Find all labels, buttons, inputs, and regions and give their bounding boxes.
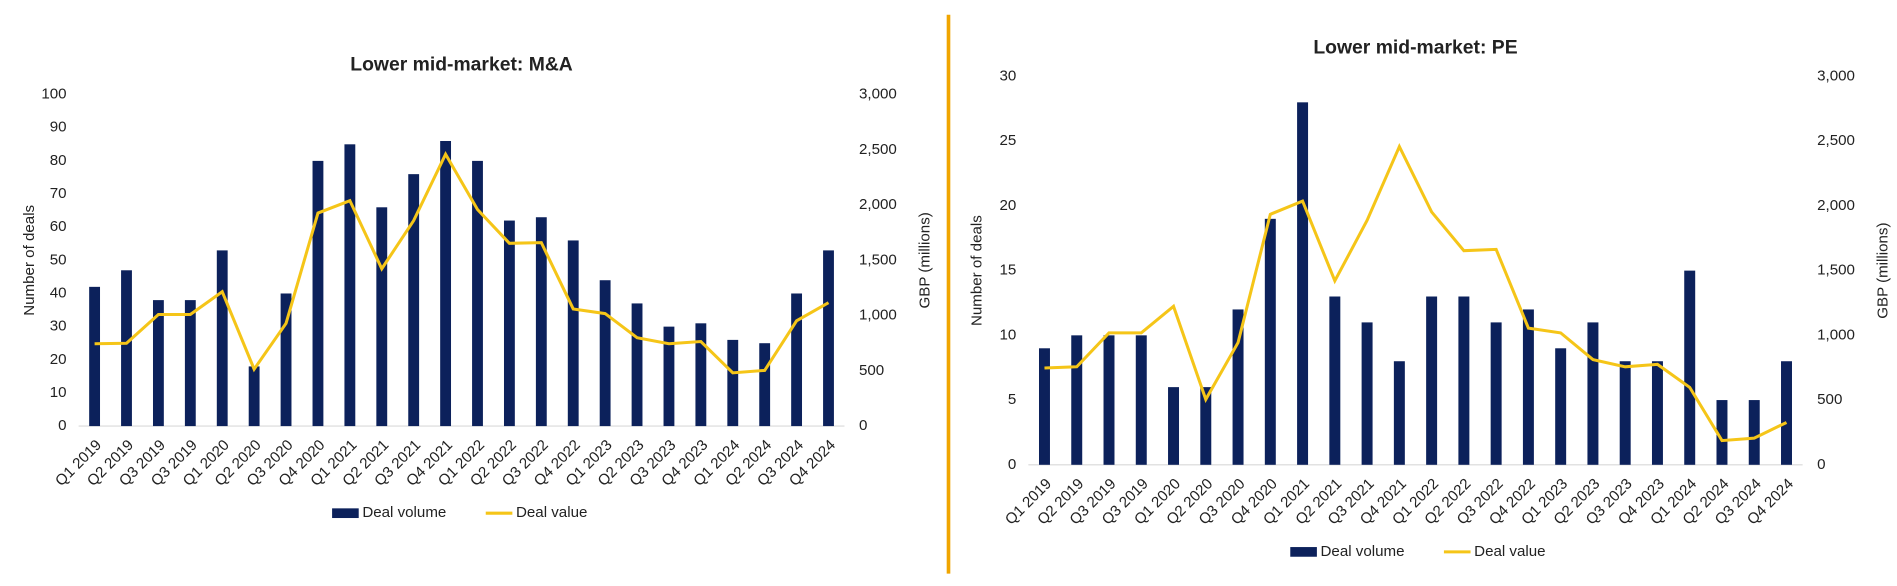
bar xyxy=(152,300,164,427)
bar xyxy=(121,270,132,427)
y-tick-label: 90 xyxy=(50,119,67,136)
bar xyxy=(1168,387,1180,465)
bar xyxy=(1135,335,1147,465)
bar xyxy=(1200,387,1212,465)
bar xyxy=(312,160,324,427)
bar xyxy=(1232,309,1244,465)
line xyxy=(94,151,830,375)
legend-label: Deal volume xyxy=(362,504,446,521)
y-tick-label: 0 xyxy=(58,417,66,434)
bar xyxy=(472,160,483,427)
y-tick-label: 5 xyxy=(1008,391,1016,408)
bar xyxy=(1555,348,1567,465)
bar xyxy=(344,144,356,427)
y-tick-label: 20 xyxy=(50,351,67,368)
bar xyxy=(1297,102,1309,465)
y-tick-label: 15 xyxy=(999,262,1016,279)
y2-tick-label: 3,000 xyxy=(859,86,897,103)
y2-tick-label: 2,000 xyxy=(1817,197,1855,214)
y-tick-label: 10 xyxy=(50,384,67,401)
line xyxy=(1044,143,1788,443)
bar xyxy=(216,250,228,427)
y2-tick-label: 1,500 xyxy=(859,251,897,268)
chart-title: Lower mid-market: PE xyxy=(1313,37,1517,59)
bar xyxy=(503,220,515,427)
y2-tick-label: 500 xyxy=(859,362,884,379)
bar xyxy=(759,343,771,427)
y-tick-label: 70 xyxy=(50,185,67,202)
bar xyxy=(1716,400,1728,465)
bar xyxy=(1264,218,1276,465)
y2-tick-label: 1,000 xyxy=(859,307,897,324)
bar xyxy=(408,174,420,427)
bar xyxy=(631,303,643,427)
y2-tick-label: 500 xyxy=(1817,391,1842,408)
y-tick-label: 60 xyxy=(50,218,67,235)
bar xyxy=(440,140,452,427)
y2-tick-label: 3,000 xyxy=(1817,67,1855,84)
y2-tick-label: 0 xyxy=(859,417,867,434)
bar xyxy=(1458,296,1470,465)
y-tick-label: 25 xyxy=(999,132,1016,149)
y2-tick-label: 2,500 xyxy=(1817,132,1855,149)
legend-label: Deal volume xyxy=(1321,543,1405,560)
bar xyxy=(1522,309,1534,465)
legend-label: Deal value xyxy=(516,504,587,521)
y2-tick-label: 1,000 xyxy=(1817,326,1855,343)
legend-swatch xyxy=(1290,547,1317,557)
bar xyxy=(663,326,675,427)
bar xyxy=(1071,335,1083,465)
y-tick-label: 50 xyxy=(50,251,67,268)
bar xyxy=(1781,361,1792,465)
y-axis-label: Number of deals xyxy=(969,215,986,326)
bar xyxy=(599,280,611,427)
bar xyxy=(535,217,547,427)
bar xyxy=(280,293,292,427)
y-tick-label: 30 xyxy=(999,67,1016,84)
bar xyxy=(376,207,388,427)
y-tick-label: 0 xyxy=(1008,456,1016,473)
legend-swatch xyxy=(332,508,359,519)
y-tick-label: 40 xyxy=(50,284,67,301)
bar xyxy=(727,339,739,427)
bar xyxy=(89,286,101,427)
bar xyxy=(1393,361,1405,465)
y2-tick-label: 0 xyxy=(1817,456,1825,473)
bar xyxy=(1361,322,1373,465)
y2-axis-label: GBP (millions) xyxy=(917,212,934,308)
y-tick-label: 10 xyxy=(999,326,1016,343)
bar xyxy=(1038,348,1050,465)
y2-tick-label: 2,500 xyxy=(859,141,897,158)
y-tick-label: 30 xyxy=(50,318,67,335)
bar xyxy=(248,366,260,427)
bar xyxy=(1103,335,1115,465)
y2-tick-label: 2,000 xyxy=(859,196,897,213)
bar xyxy=(695,323,707,427)
y-tick-label: 80 xyxy=(50,152,67,169)
bar xyxy=(1619,361,1631,465)
legend-label: Deal value xyxy=(1474,543,1545,560)
bar xyxy=(184,300,196,427)
bar xyxy=(1748,400,1760,465)
bar xyxy=(1426,296,1438,465)
y-tick-label: 100 xyxy=(41,86,66,103)
chart-title: Lower mid-market: M&A xyxy=(350,54,573,76)
bar xyxy=(791,293,803,427)
y2-axis-label: GBP (millions) xyxy=(1875,222,1892,318)
y-tick-label: 20 xyxy=(999,197,1016,214)
bar xyxy=(1329,296,1341,465)
bar xyxy=(1587,322,1599,465)
bar xyxy=(823,250,834,427)
y-axis-label: Number of deals xyxy=(21,204,38,315)
y2-tick-label: 1,500 xyxy=(1817,262,1855,279)
bar xyxy=(567,240,579,427)
bar xyxy=(1490,322,1502,465)
bar xyxy=(1651,361,1663,465)
bar xyxy=(1684,270,1696,465)
